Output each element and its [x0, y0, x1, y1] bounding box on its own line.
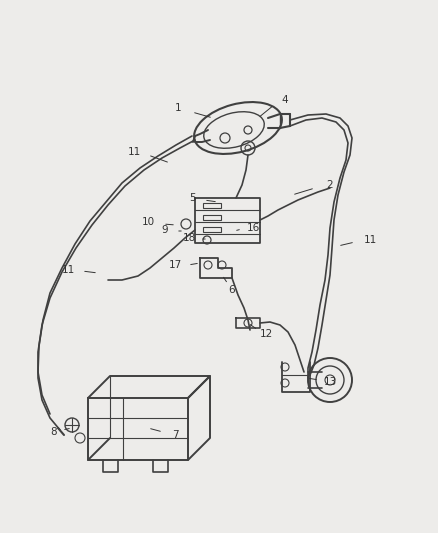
Text: 7: 7: [172, 430, 178, 440]
Text: 18: 18: [182, 233, 196, 243]
Text: 9: 9: [162, 225, 168, 235]
Text: 10: 10: [141, 217, 155, 227]
Bar: [203, 215, 221, 220]
Text: 11: 11: [127, 147, 141, 157]
Text: 11: 11: [364, 235, 377, 245]
Text: 17: 17: [168, 260, 182, 270]
Text: 16: 16: [246, 223, 260, 233]
Text: 11: 11: [61, 265, 74, 275]
Text: 6: 6: [229, 285, 235, 295]
Bar: [203, 227, 221, 232]
Text: 12: 12: [259, 329, 272, 339]
Text: 2: 2: [327, 180, 333, 190]
Text: 5: 5: [190, 193, 196, 203]
Text: 4: 4: [282, 95, 288, 105]
Text: 1: 1: [175, 103, 181, 113]
Text: 8: 8: [51, 427, 57, 437]
Text: 13: 13: [323, 377, 337, 387]
Bar: [203, 203, 221, 208]
